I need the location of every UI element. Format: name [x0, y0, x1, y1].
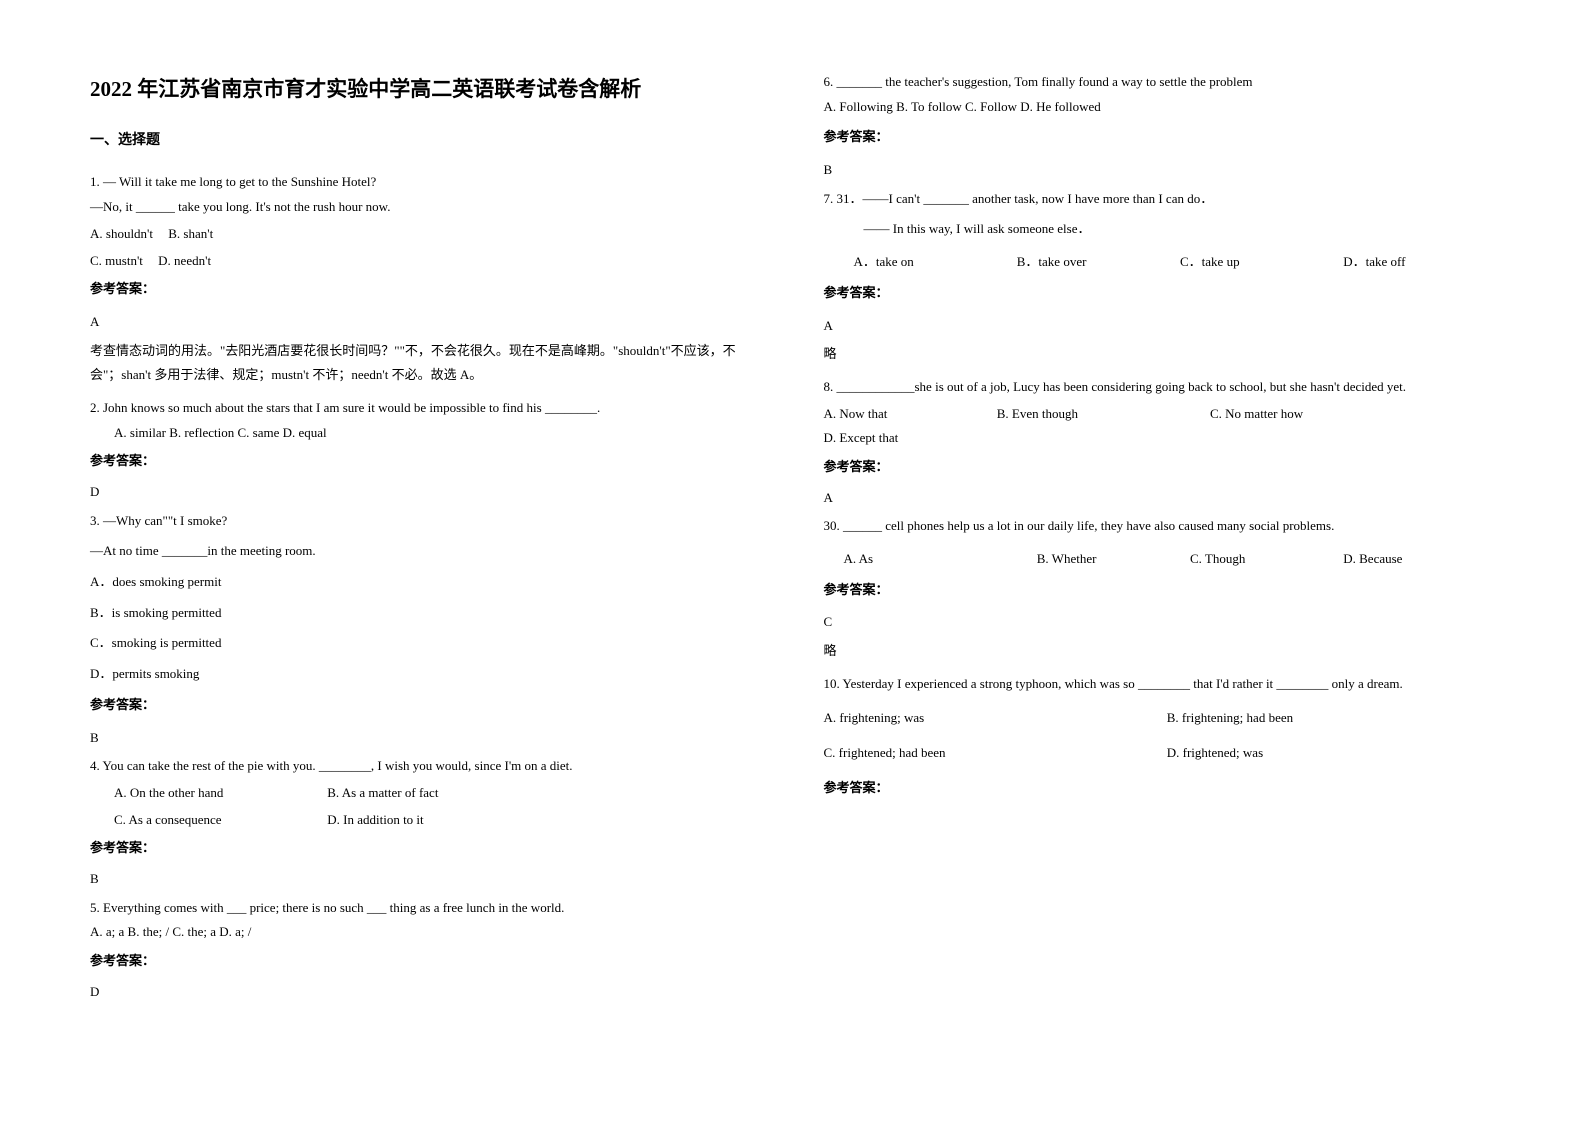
- q4-optA: A. On the other hand: [114, 781, 324, 806]
- question-4: 4. You can take the rest of the pie with…: [90, 754, 764, 832]
- q3-line1: 3. —Why can""t I smoke?: [90, 509, 764, 534]
- q3-ans-label: 参考答案：: [90, 693, 764, 718]
- q3-optA: A．does smoking permit: [90, 570, 764, 595]
- question-6: 6. _______ the teacher's suggestion, Tom…: [824, 70, 1498, 119]
- q5-line1: 5. Everything comes with ___ price; ther…: [90, 896, 764, 921]
- q8-optC: C. No matter how: [1210, 402, 1470, 427]
- q30-optD: D. Because: [1343, 547, 1402, 572]
- q6-line1: 6. _______ the teacher's suggestion, Tom…: [824, 70, 1498, 95]
- q2-ans-label: 参考答案：: [90, 449, 764, 474]
- q30-line1: 30. ______ cell phones help us a lot in …: [824, 514, 1498, 539]
- q8-optA: A. Now that: [824, 402, 994, 427]
- question-1: 1. — Will it take me long to get to the …: [90, 170, 764, 273]
- q2-opts: A. similar B. reflection C. same D. equa…: [90, 421, 764, 446]
- q1-line2: —No, it ______ take you long. It's not t…: [90, 195, 764, 220]
- q4-line1: 4. You can take the rest of the pie with…: [90, 754, 764, 779]
- question-10: 10. Yesterday I experienced a strong typ…: [824, 672, 1498, 766]
- q7-optA: A．take on: [854, 250, 1014, 275]
- question-5: 5. Everything comes with ___ price; ther…: [90, 896, 764, 945]
- q3-optC: C．smoking is permitted: [90, 631, 764, 656]
- q10-ans-label: 参考答案：: [824, 776, 1498, 801]
- q5-answer: D: [90, 980, 764, 1005]
- q7-optB: B．take over: [1017, 250, 1177, 275]
- q3-optD: D．permits smoking: [90, 662, 764, 687]
- q8-optB: B. Even though: [997, 402, 1207, 427]
- q3-optB: B．is smoking permitted: [90, 601, 764, 626]
- q7-optC: C．take up: [1180, 250, 1340, 275]
- q2-answer: D: [90, 480, 764, 505]
- question-7: 7. 31．——I can't _______ another task, no…: [824, 187, 1498, 275]
- q30-optC: C. Though: [1190, 547, 1340, 572]
- q30-optA: A. As: [844, 547, 1034, 572]
- q5-opts: A. a; a B. the; / C. the; a D. a; /: [90, 920, 764, 945]
- q30-explain: 略: [824, 639, 1498, 664]
- q1-optC: C. mustn't: [90, 249, 143, 274]
- q1-optD: D. needn't: [158, 249, 211, 274]
- q1-optB: B. shan't: [168, 222, 213, 247]
- q4-optC: C. As a consequence: [114, 808, 324, 833]
- q6-opts: A. Following B. To follow C. Follow D. H…: [824, 95, 1498, 120]
- q6-answer: B: [824, 158, 1498, 183]
- question-30: 30. ______ cell phones help us a lot in …: [824, 514, 1498, 571]
- q4-answer: B: [90, 867, 764, 892]
- q1-line1: 1. — Will it take me long to get to the …: [90, 170, 764, 195]
- q7-optD: D．take off: [1343, 250, 1405, 275]
- right-column: 6. _______ the teacher's suggestion, Tom…: [794, 70, 1528, 1092]
- q5-ans-label: 参考答案：: [90, 949, 764, 974]
- q7-explain: 略: [824, 342, 1498, 367]
- question-3: 3. —Why can""t I smoke? —At no time ____…: [90, 509, 764, 687]
- q7-line1: 7. 31．——I can't _______ another task, no…: [824, 187, 1498, 212]
- q2-line1: 2. John knows so much about the stars th…: [90, 396, 764, 421]
- q8-ans-label: 参考答案：: [824, 455, 1498, 480]
- question-8: 8. ____________she is out of a job, Lucy…: [824, 375, 1498, 451]
- question-2: 2. John knows so much about the stars th…: [90, 396, 764, 445]
- q8-optD: D. Except that: [824, 426, 899, 451]
- q4-ans-label: 参考答案：: [90, 836, 764, 861]
- q4-optD: D. In addition to it: [327, 808, 423, 833]
- q4-optB: B. As a matter of fact: [327, 781, 438, 806]
- q10-optA: A. frightening; was: [824, 706, 1164, 731]
- q7-answer: A: [824, 314, 1498, 339]
- q8-answer: A: [824, 486, 1498, 511]
- q1-explain: 考查情态动词的用法。"去阳光酒店要花很长时间吗？""不，不会花很久。现在不是高峰…: [90, 339, 764, 388]
- q3-answer: B: [90, 726, 764, 751]
- exam-title: 2022 年江苏省南京市育才实验中学高二英语联考试卷含解析: [90, 70, 764, 110]
- q7-ans-label: 参考答案：: [824, 281, 1498, 306]
- q30-ans-label: 参考答案：: [824, 578, 1498, 603]
- left-column: 2022 年江苏省南京市育才实验中学高二英语联考试卷含解析 一、选择题 1. —…: [60, 70, 794, 1092]
- q1-ans-label: 参考答案：: [90, 277, 764, 302]
- q8-line1: 8. ____________she is out of a job, Lucy…: [824, 375, 1498, 400]
- q1-answer: A: [90, 310, 764, 335]
- q10-optD: D. frightened; was: [1167, 741, 1263, 766]
- q1-optA: A. shouldn't: [90, 222, 153, 247]
- q10-optC: C. frightened; had been: [824, 741, 1164, 766]
- q6-ans-label: 参考答案：: [824, 125, 1498, 150]
- section-header: 一、选择题: [90, 128, 764, 155]
- q7-line2: —— In this way, I will ask someone else．: [824, 217, 1498, 242]
- q10-optB: B. frightening; had been: [1167, 706, 1293, 731]
- q30-answer: C: [824, 610, 1498, 635]
- q10-line1: 10. Yesterday I experienced a strong typ…: [824, 672, 1498, 697]
- q30-optB: B. Whether: [1037, 547, 1187, 572]
- q3-line2: —At no time _______in the meeting room.: [90, 539, 764, 564]
